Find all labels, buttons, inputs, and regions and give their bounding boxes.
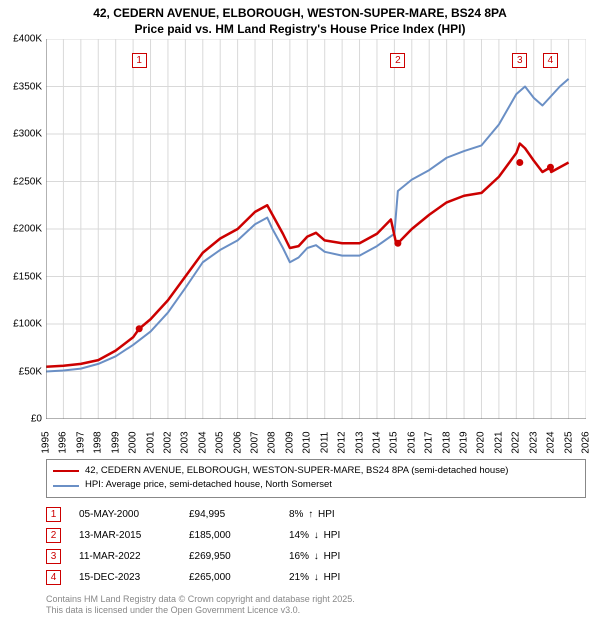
arrow-down-icon: ↓ <box>314 530 319 541</box>
legend-label: 42, CEDERN AVENUE, ELBOROUGH, WESTON-SUP… <box>85 464 508 478</box>
x-tick-label: 2006 <box>232 432 243 454</box>
y-tick-label: £100K <box>13 319 46 330</box>
sale-delta: 16% ↓ HPI <box>289 551 409 562</box>
sale-row: 4 15-DEC-2023£265,00021% ↓ HPI <box>46 567 586 588</box>
sale-delta: 21% ↓ HPI <box>289 572 409 583</box>
x-tick-label: 2025 <box>563 432 574 454</box>
sale-price: £185,000 <box>189 530 289 541</box>
legend: 42, CEDERN AVENUE, ELBOROUGH, WESTON-SUP… <box>46 459 586 498</box>
x-tick-label: 2020 <box>476 432 487 454</box>
x-tick-label: 2013 <box>354 432 365 454</box>
x-tick-label: 2000 <box>128 432 139 454</box>
footer: Contains HM Land Registry data © Crown c… <box>46 594 586 617</box>
x-tick-label: 2021 <box>493 432 504 454</box>
chart-area: £0£50K£100K£150K£200K£250K£300K£350K£400… <box>46 39 586 419</box>
arrow-up-icon: ↑ <box>308 509 313 520</box>
sale-row-marker: 4 <box>46 570 61 585</box>
x-tick-label: 2008 <box>267 432 278 454</box>
x-tick-label: 2017 <box>424 432 435 454</box>
title-address: 42, CEDERN AVENUE, ELBOROUGH, WESTON-SUP… <box>10 6 590 22</box>
x-tick-label: 2022 <box>511 432 522 454</box>
x-tick-label: 1996 <box>58 432 69 454</box>
x-tick-label: 2012 <box>337 432 348 454</box>
sale-price: £94,995 <box>189 509 289 520</box>
sale-row-marker: 1 <box>46 507 61 522</box>
x-tick-label: 2011 <box>319 432 330 454</box>
x-tick-label: 1997 <box>75 432 86 454</box>
x-tick-label: 2001 <box>145 432 156 454</box>
sale-row: 2 13-MAR-2015£185,00014% ↓ HPI <box>46 525 586 546</box>
legend-label: HPI: Average price, semi-detached house,… <box>85 478 332 492</box>
sale-marker-box: 1 <box>132 53 147 68</box>
legend-item: 42, CEDERN AVENUE, ELBOROUGH, WESTON-SUP… <box>53 464 579 478</box>
chart-svg <box>46 39 586 419</box>
x-tick-label: 2016 <box>406 432 417 454</box>
y-tick-label: £250K <box>13 176 46 187</box>
sale-row-marker: 2 <box>46 528 61 543</box>
x-tick-label: 2004 <box>197 432 208 454</box>
x-tick-label: 2014 <box>371 432 382 454</box>
sale-price: £265,000 <box>189 572 289 583</box>
sale-delta: 14% ↓ HPI <box>289 530 409 541</box>
x-tick-label: 2010 <box>302 432 313 454</box>
title-subtitle: Price paid vs. HM Land Registry's House … <box>10 22 590 38</box>
y-tick-label: £300K <box>13 129 46 140</box>
legend-swatch <box>53 470 79 472</box>
y-tick-label: £400K <box>13 34 46 45</box>
x-tick-label: 2005 <box>215 432 226 454</box>
sale-date: 13-MAR-2015 <box>79 530 189 541</box>
x-tick-label: 2007 <box>250 432 261 454</box>
sale-date: 05-MAY-2000 <box>79 509 189 520</box>
y-tick-label: £350K <box>13 81 46 92</box>
x-tick-label: 2009 <box>284 432 295 454</box>
y-tick-label: £0 <box>31 414 46 425</box>
y-tick-label: £200K <box>13 224 46 235</box>
x-tick-label: 1995 <box>41 432 52 454</box>
x-tick-label: 2019 <box>459 432 470 454</box>
sale-row-marker: 3 <box>46 549 61 564</box>
arrow-down-icon: ↓ <box>314 551 319 562</box>
x-tick-label: 2024 <box>546 432 557 454</box>
sale-marker-box: 2 <box>390 53 405 68</box>
sale-delta: 8% ↑ HPI <box>289 509 409 520</box>
sale-date: 15-DEC-2023 <box>79 572 189 583</box>
x-tick-label: 2023 <box>528 432 539 454</box>
x-tick-label: 2015 <box>389 432 400 454</box>
legend-swatch <box>53 485 79 487</box>
x-tick-label: 2002 <box>162 432 173 454</box>
sale-price: £269,950 <box>189 551 289 562</box>
sale-row: 3 11-MAR-2022£269,95016% ↓ HPI <box>46 546 586 567</box>
footer-line2: This data is licensed under the Open Gov… <box>46 605 586 617</box>
y-tick-label: £50K <box>19 366 46 377</box>
title-block: 42, CEDERN AVENUE, ELBOROUGH, WESTON-SUP… <box>0 0 600 39</box>
x-tick-label: 1998 <box>93 432 104 454</box>
sales-table: 105-MAY-2000£94,9958% ↑ HPI213-MAR-2015£… <box>46 504 586 588</box>
sale-row: 1 05-MAY-2000£94,9958% ↑ HPI <box>46 504 586 525</box>
sale-marker-box: 4 <box>543 53 558 68</box>
x-tick-label: 1999 <box>110 432 121 454</box>
sale-marker-box: 3 <box>512 53 527 68</box>
footer-line1: Contains HM Land Registry data © Crown c… <box>46 594 586 606</box>
x-tick-label: 2003 <box>180 432 191 454</box>
x-tick-label: 2026 <box>581 432 592 454</box>
chart-container: 42, CEDERN AVENUE, ELBOROUGH, WESTON-SUP… <box>0 0 600 620</box>
legend-item: HPI: Average price, semi-detached house,… <box>53 478 579 492</box>
x-tick-label: 2018 <box>441 432 452 454</box>
arrow-down-icon: ↓ <box>314 572 319 583</box>
sale-date: 11-MAR-2022 <box>79 551 189 562</box>
y-tick-label: £150K <box>13 271 46 282</box>
